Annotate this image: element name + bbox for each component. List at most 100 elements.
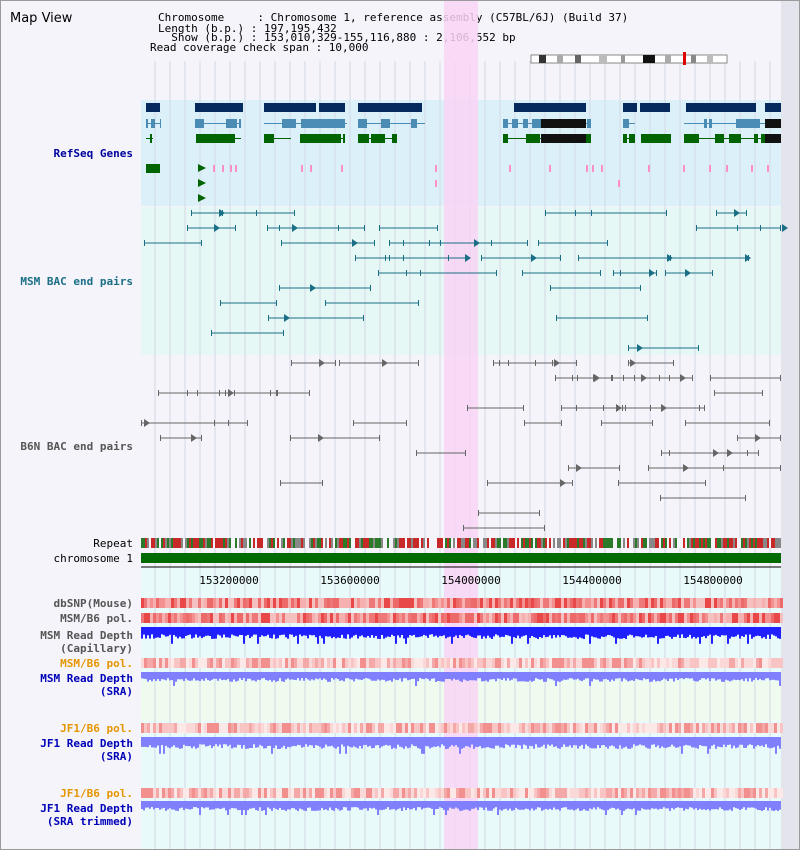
depth-bar [147, 627, 149, 636]
repeat-block [717, 538, 719, 548]
heat-cell [453, 598, 456, 608]
depth-bar [497, 627, 499, 636]
repeat-block [309, 538, 311, 548]
heat-cell [417, 598, 420, 608]
depth-bar [245, 801, 247, 815]
depth-bar [225, 737, 227, 745]
heat-cell [534, 658, 537, 668]
depth-bar [291, 672, 293, 680]
depth-bar [237, 627, 239, 637]
depth-bar [511, 737, 513, 745]
heat-cell [294, 613, 297, 623]
heat-cell [534, 723, 537, 733]
heat-cell [387, 658, 390, 668]
depth-bar [425, 672, 427, 679]
heat-cell [408, 723, 411, 733]
depth-bar [247, 627, 249, 635]
heat-cell [774, 613, 777, 623]
heat-cell [438, 723, 441, 733]
depth-bar [359, 737, 361, 747]
depth-bar [217, 672, 219, 681]
depth-bar [193, 737, 195, 747]
depth-bar [405, 737, 407, 747]
depth-bar [141, 737, 143, 747]
depth-bar [597, 627, 599, 639]
repeat-block [395, 538, 397, 548]
depth-bar [451, 801, 453, 809]
heat-cell [633, 658, 636, 668]
gene-block [765, 103, 781, 112]
heat-cell [474, 788, 477, 798]
heat-cell [186, 723, 189, 733]
heat-cell [291, 598, 294, 608]
depth-bar [627, 801, 629, 809]
heat-cell [183, 598, 186, 608]
axis-tick-label: 154400000 [562, 574, 622, 587]
depth-bar [577, 627, 579, 639]
heat-cell [303, 723, 306, 733]
heat-cell [390, 658, 393, 668]
bac-end [780, 435, 781, 441]
heat-cell [471, 658, 474, 668]
depth-bar [571, 672, 573, 679]
heat-cell [660, 613, 663, 623]
gene-mark [726, 165, 728, 172]
depth-bar [319, 801, 321, 811]
depth-bar [203, 801, 205, 809]
heat-cell [669, 598, 672, 608]
depth-bar [547, 627, 549, 637]
heat-cell [471, 788, 474, 798]
heat-cell [597, 723, 600, 733]
depth-bar [417, 801, 419, 808]
depth-bar [667, 737, 669, 748]
heat-cell [390, 723, 393, 733]
depth-bar [297, 737, 299, 745]
depth-bar [623, 627, 625, 639]
heat-cell [462, 723, 465, 733]
heat-cell [708, 598, 711, 608]
depth-bar [613, 801, 615, 809]
bac-arrow [755, 434, 761, 442]
heat-cell [507, 658, 510, 668]
heat-cell [699, 598, 702, 608]
repeat-block [241, 538, 243, 548]
depth-bar [227, 672, 229, 679]
depth-bar [331, 737, 333, 746]
depth-bar [395, 627, 397, 644]
bac-end [279, 285, 280, 291]
depth-bar [773, 801, 775, 811]
depth-bar [265, 627, 267, 637]
depth-bar [157, 801, 159, 808]
repeat-block [275, 538, 277, 548]
bac-end [403, 255, 404, 261]
depth-bar [227, 627, 229, 638]
heat-cell [294, 788, 297, 798]
repeat-block [371, 538, 373, 548]
heat-cell [696, 723, 699, 733]
depth-bar [459, 737, 461, 754]
heat-cell [267, 723, 270, 733]
depth-bar [225, 801, 227, 811]
depth-bar [735, 801, 737, 809]
heat-cell [162, 613, 165, 623]
heat-cell [648, 723, 651, 733]
heat-cell [678, 788, 681, 798]
heat-cell [327, 613, 330, 623]
depth-bar [485, 801, 487, 808]
heat-cell [165, 788, 168, 798]
repeat-block [271, 538, 273, 548]
bac-end [576, 360, 577, 366]
bac-end [416, 450, 417, 456]
heat-cell [558, 598, 561, 608]
heat-cell [159, 723, 162, 733]
repeat-block [609, 538, 611, 548]
depth-bar [539, 672, 541, 680]
heat-cell [645, 598, 648, 608]
bac-end [309, 390, 310, 396]
depth-bar [173, 627, 175, 636]
heat-cell [147, 613, 150, 623]
heat-cell [315, 598, 318, 608]
depth-bar [513, 627, 515, 638]
